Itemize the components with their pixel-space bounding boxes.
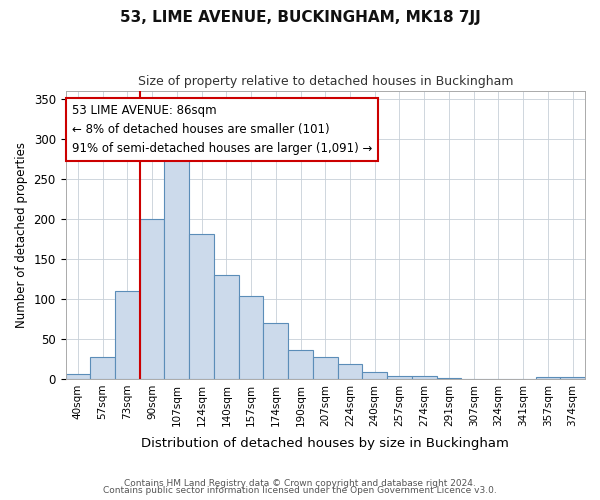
Bar — [437, 378, 461, 379]
Bar — [239, 296, 263, 379]
Bar — [288, 350, 313, 379]
Bar — [115, 291, 140, 379]
Bar — [387, 376, 412, 379]
Bar — [140, 218, 164, 379]
X-axis label: Distribution of detached houses by size in Buckingham: Distribution of detached houses by size … — [142, 437, 509, 450]
Bar — [536, 378, 560, 379]
Bar — [338, 364, 362, 379]
Text: 53, LIME AVENUE, BUCKINGHAM, MK18 7JJ: 53, LIME AVENUE, BUCKINGHAM, MK18 7JJ — [119, 10, 481, 25]
Bar — [90, 358, 115, 379]
Bar — [412, 376, 437, 379]
Title: Size of property relative to detached houses in Buckingham: Size of property relative to detached ho… — [137, 75, 513, 88]
Text: 53 LIME AVENUE: 86sqm
← 8% of detached houses are smaller (101)
91% of semi-deta: 53 LIME AVENUE: 86sqm ← 8% of detached h… — [72, 104, 372, 155]
Y-axis label: Number of detached properties: Number of detached properties — [15, 142, 28, 328]
Bar — [560, 378, 585, 379]
Bar — [189, 234, 214, 379]
Bar — [164, 146, 189, 379]
Text: Contains HM Land Registry data © Crown copyright and database right 2024.: Contains HM Land Registry data © Crown c… — [124, 478, 476, 488]
Bar — [65, 374, 90, 379]
Bar — [313, 358, 338, 379]
Text: Contains public sector information licensed under the Open Government Licence v3: Contains public sector information licen… — [103, 486, 497, 495]
Bar — [214, 275, 239, 379]
Bar — [362, 372, 387, 379]
Bar — [263, 323, 288, 379]
